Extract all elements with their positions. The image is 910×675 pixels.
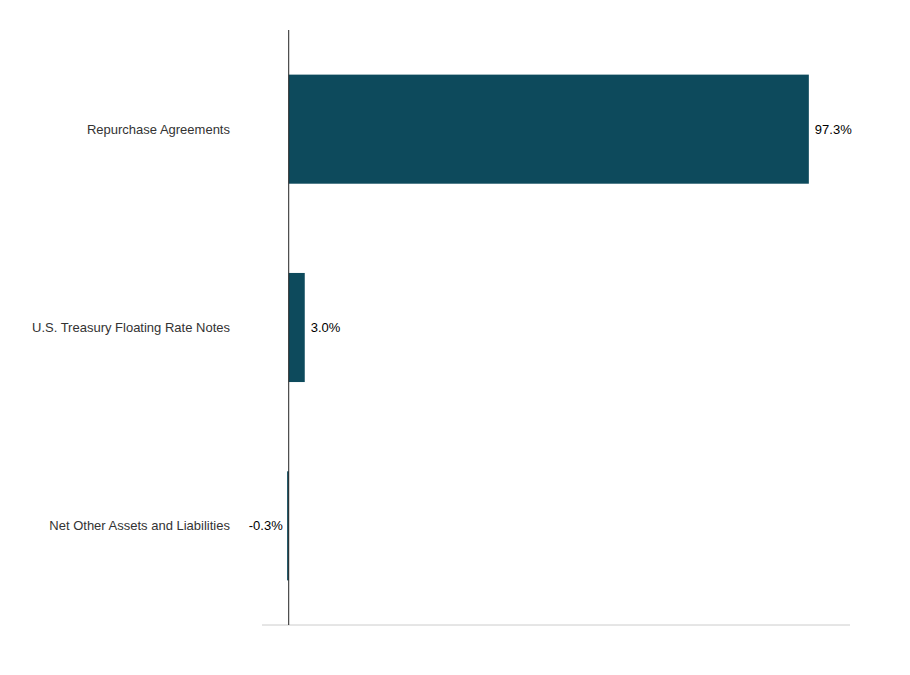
zero-line bbox=[288, 30, 289, 625]
data-label: 97.3% bbox=[815, 122, 852, 137]
category-label: U.S. Treasury Floating Rate Notes bbox=[32, 320, 230, 335]
y-tick-labels: Repurchase Agreements U.S. Treasury Float… bbox=[32, 122, 230, 534]
category-label: Net Other Assets and Liabilities bbox=[49, 518, 230, 533]
x-axis-line bbox=[262, 625, 850, 626]
data-label: 3.0% bbox=[311, 320, 341, 335]
chart-container: Repurchase Agreements U.S. Treasury Float… bbox=[0, 0, 910, 675]
chart-svg: Repurchase Agreements U.S. Treasury Float… bbox=[0, 0, 910, 675]
category-label: Repurchase Agreements bbox=[87, 122, 231, 137]
bars bbox=[287, 75, 809, 581]
bar bbox=[289, 75, 809, 184]
data-label: -0.3% bbox=[249, 518, 283, 533]
data-labels: 97.3% 3.0% -0.3% bbox=[249, 122, 852, 534]
bar bbox=[289, 273, 305, 382]
